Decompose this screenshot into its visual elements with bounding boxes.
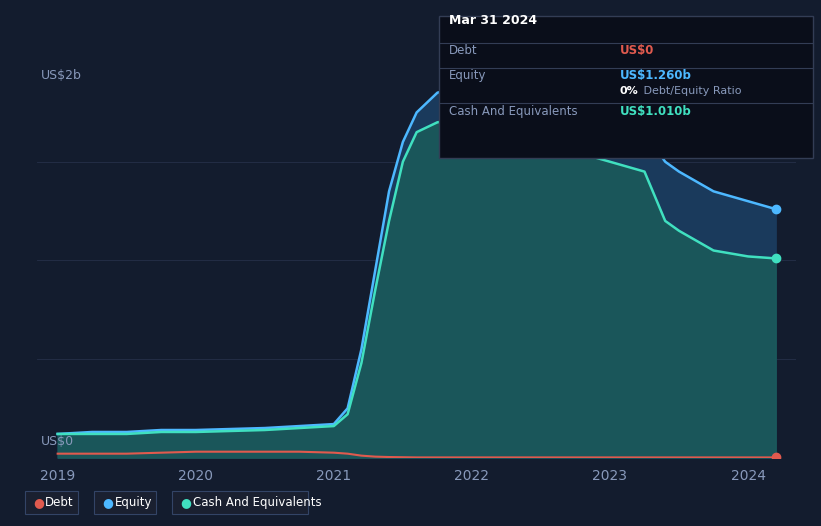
Text: ●: ● [181, 496, 191, 509]
Text: Cash And Equivalents: Cash And Equivalents [193, 496, 322, 509]
Text: ●: ● [33, 496, 44, 509]
Text: Debt: Debt [449, 44, 478, 57]
Text: Mar 31 2024: Mar 31 2024 [449, 14, 537, 27]
Text: 0%: 0% [620, 86, 639, 96]
Text: US$1.010b: US$1.010b [620, 105, 691, 118]
Text: Debt/Equity Ratio: Debt/Equity Ratio [640, 86, 742, 96]
Text: Cash And Equivalents: Cash And Equivalents [449, 105, 578, 118]
Text: US$0: US$0 [41, 435, 74, 448]
Text: ●: ● [103, 496, 113, 509]
Text: Debt: Debt [45, 496, 74, 509]
Text: US$1.260b: US$1.260b [620, 69, 692, 82]
Text: Equity: Equity [115, 496, 153, 509]
Text: Equity: Equity [449, 69, 487, 82]
Text: US$2b: US$2b [41, 69, 82, 82]
Text: US$0: US$0 [620, 44, 654, 57]
